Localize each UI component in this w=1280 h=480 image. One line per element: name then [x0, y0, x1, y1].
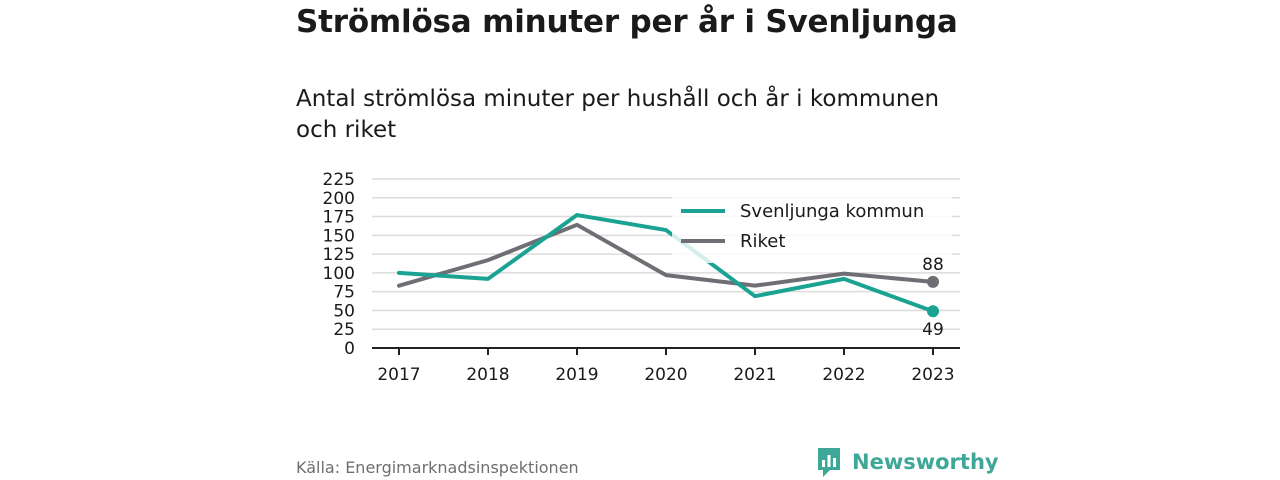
y-tick-label: 175: [323, 208, 355, 228]
y-tick-label: 125: [323, 245, 355, 265]
y-tick-label: 150: [323, 226, 355, 246]
x-tick-label: 2020: [644, 365, 687, 385]
x-axis: 2017 2018 2019 2020 2021 2022 2023: [372, 347, 960, 385]
series-line-svenljunga: [397, 213, 935, 314]
end-label-svenljunga: 49: [922, 320, 944, 340]
chart-title: Strömlösa minuter per år i Svenljunga: [296, 4, 958, 40]
series-end-point: [927, 305, 939, 318]
y-tick-label: 50: [333, 301, 355, 321]
x-tick-label: 2023: [911, 365, 954, 385]
x-tick-label: 2018: [466, 365, 509, 385]
legend-label: Svenljunga kommun: [740, 201, 924, 222]
brand-logo: Newsworthy: [816, 446, 999, 478]
x-tick-label: 2021: [733, 365, 776, 385]
y-tick-label: 100: [323, 264, 355, 284]
legend-background: [672, 193, 952, 263]
end-labels: 49 88: [922, 255, 944, 340]
bar-chart-speech-icon: [818, 448, 840, 477]
y-tick-label: 25: [333, 320, 355, 340]
source-note: Källa: Energimarknadsinspektionen: [296, 458, 579, 477]
series-end-point: [927, 275, 939, 288]
y-tick-label: 0: [344, 339, 355, 359]
y-tick-label: 200: [323, 189, 355, 209]
legend: Svenljunga kommun Riket: [672, 193, 952, 263]
y-tick-label: 75: [333, 283, 355, 303]
y-tick-label: 225: [323, 170, 355, 190]
x-tick-label: 2017: [377, 365, 420, 385]
x-tick-label: 2019: [555, 365, 598, 385]
series-lines: [397, 213, 939, 318]
x-tick-label: 2022: [822, 365, 865, 385]
brand-name: Newsworthy: [852, 450, 999, 474]
end-label-riket: 88: [922, 255, 944, 275]
series-line-riket: [397, 222, 935, 288]
legend-label: Riket: [740, 231, 785, 252]
chart-subtitle: Antal strömlösa minuter per hushåll och …: [296, 86, 940, 143]
